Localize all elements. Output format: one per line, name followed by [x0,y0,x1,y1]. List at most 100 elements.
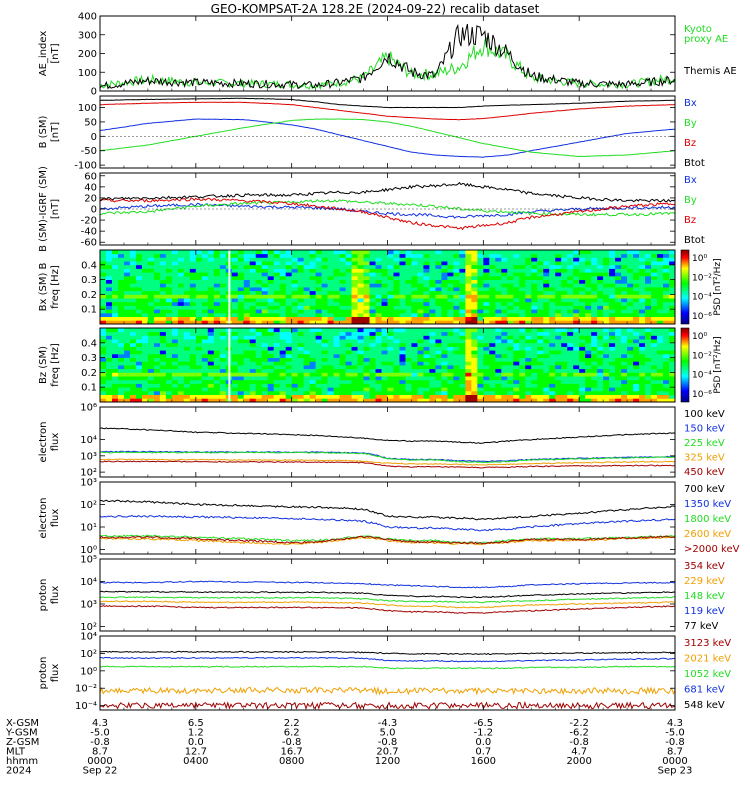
spectrogram-cell [579,368,586,373]
spectrogram-cell [339,312,346,317]
spectrogram-cell [507,298,514,303]
spectrogram-cell [477,398,484,403]
spectrogram-cell [213,264,221,269]
xaxis-row-value: 0.0 [475,737,491,748]
panel-bigrf-ylabel: B (SM)-IGRF (SM) [38,166,49,252]
spectrogram-cell [399,335,406,340]
spectrogram-cell [483,365,490,370]
spectrogram-cell [429,346,436,351]
spectrogram-cell [171,312,179,317]
spectrogram-cell [579,275,586,280]
spectrogram-cell [513,346,520,351]
spectrogram-cell [129,264,137,269]
spectrogram-cell [279,290,287,295]
spectrogram-cell [345,301,352,306]
spectrogram-cell [363,361,370,366]
spectrogram-cell [363,264,370,269]
spectrogram-cell [297,305,305,310]
spectrogram-cell [333,372,340,377]
spectrogram-cell [285,253,293,258]
spectrogram-cell [165,328,173,333]
spectrogram-cell [201,350,209,355]
spectrogram-cell [375,335,382,340]
spectrogram-cell [129,272,137,277]
spectrogram-cell [105,365,113,370]
spectrogram-cell [411,357,418,362]
spectrogram-cell [231,353,239,358]
spectrogram-cell [423,309,430,314]
spectrogram-cell [189,261,197,266]
spectrogram-cell [381,372,388,377]
spectrogram-cell [585,368,592,373]
spectrogram-cell [111,331,119,336]
spectrogram-cell [123,376,131,381]
spectrogram-cell [447,290,454,295]
spectrogram-cell [219,376,227,381]
spectrogram-cell [285,290,293,295]
series-line-225-kev [99,451,676,464]
spectrogram-cell [489,264,496,269]
spectrogram-cell [159,305,167,310]
spectrogram-cell [189,372,197,377]
spectrogram-cell [489,283,496,288]
spectrogram-cell [561,298,568,303]
spectrogram-cell [309,301,317,306]
spectrogram-cell [171,376,179,381]
spectrogram-cell [405,298,412,303]
spectrogram-cell [429,379,436,384]
spectrogram-cell [135,261,143,266]
spectrogram-cell [663,283,670,288]
spectrogram-cell [609,383,616,388]
spectrogram-cell [597,298,604,303]
spectrogram-cell [639,309,646,314]
spectrogram-cell [297,320,305,325]
spectrogram-cell [603,283,610,288]
spectrogram-cell [111,279,119,284]
spectrogram-cell [165,353,173,358]
spectrogram-cell [471,264,478,269]
spectrogram-cell [423,376,430,381]
spectrogram-cell [297,298,305,303]
spectrogram-cell [273,342,281,347]
spectrogram-cell [111,390,119,395]
spectrogram-cell [537,268,544,273]
spectrogram-cell [100,250,107,255]
spectrogram-cell [135,368,143,373]
spectrogram-cell [333,290,340,295]
spectrogram-cell [561,294,568,299]
spectrogram-cell [315,316,323,321]
spectrogram-cell [237,383,245,388]
spectrogram-cell [387,346,394,351]
spectrogram-cell [249,287,257,292]
spectrogram-cell [471,301,478,306]
spectrogram-cell [339,387,346,392]
spectrogram-cell [261,379,269,384]
spectrogram-cell [405,387,412,392]
spectrogram-cell [585,398,592,403]
spectrogram-cell [243,257,251,262]
spectrogram-cell [255,350,263,355]
spectrogram-cell [249,350,257,355]
spectrogram-cell [100,268,107,273]
spectrogram-cell [447,394,454,399]
spectrogram-cell [591,250,598,255]
spectrogram-cell [603,350,610,355]
spectrogram-cell [345,261,352,266]
spectrogram-cell [201,353,209,358]
spectrogram-cell [381,253,388,258]
spectrogram-cell [303,331,311,336]
spectrogram-cell [651,342,658,347]
spectrogram-cell [177,365,185,370]
spectrogram-cell [609,390,616,395]
spectrogram-cell [609,331,616,336]
spectrogram-cell [597,257,604,262]
spectrogram-cell [555,331,562,336]
spectrogram-cell [327,383,334,388]
spectrogram-cell [531,275,538,280]
spectrogram-cell [129,394,137,399]
spectrogram-cell [345,376,352,381]
spectrogram-cell [243,298,251,303]
spectrogram-cell [429,312,436,317]
spectrogram-cell [111,387,119,392]
spectrogram-cell [411,275,418,280]
